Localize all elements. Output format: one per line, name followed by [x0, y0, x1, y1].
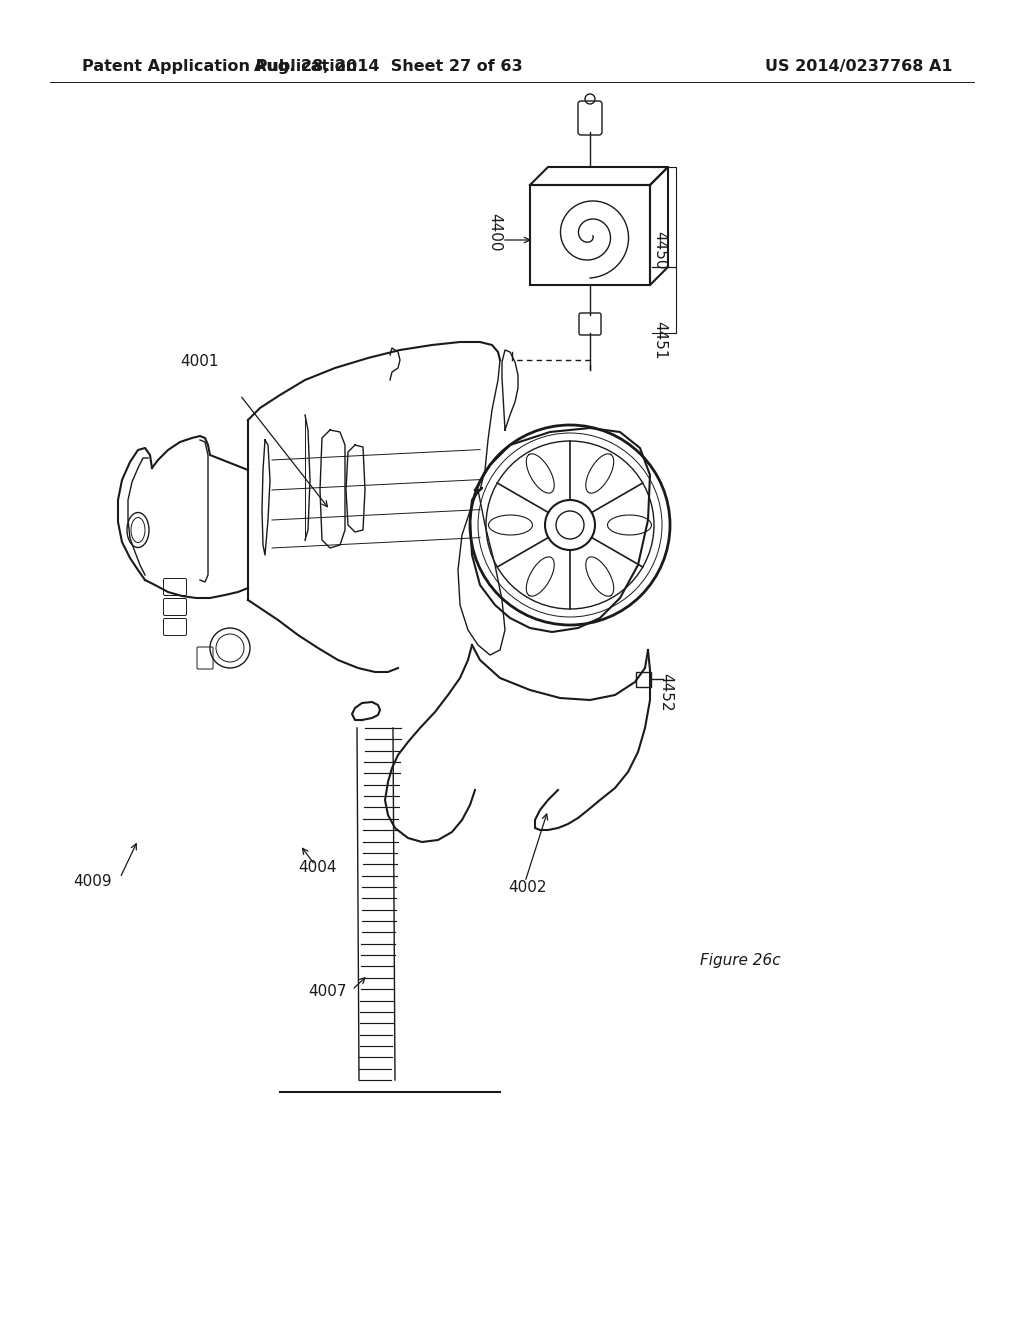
Bar: [530, 185, 650, 285]
Text: 4007: 4007: [308, 985, 346, 999]
Text: Figure 26c: Figure 26c: [700, 953, 780, 968]
Text: Patent Application Publication: Patent Application Publication: [82, 59, 357, 74]
Text: 4004: 4004: [298, 861, 337, 875]
Text: 4450: 4450: [652, 231, 667, 269]
Bar: [636, 672, 651, 686]
Text: 4002: 4002: [508, 880, 547, 895]
Text: 4400: 4400: [487, 213, 502, 251]
Text: US 2014/0237768 A1: US 2014/0237768 A1: [765, 59, 952, 74]
Text: 4452: 4452: [658, 673, 673, 711]
Text: 4001: 4001: [180, 355, 218, 370]
Text: Aug. 28, 2014  Sheet 27 of 63: Aug. 28, 2014 Sheet 27 of 63: [254, 59, 522, 74]
Text: 4451: 4451: [652, 321, 667, 359]
Text: 4009: 4009: [73, 874, 112, 890]
